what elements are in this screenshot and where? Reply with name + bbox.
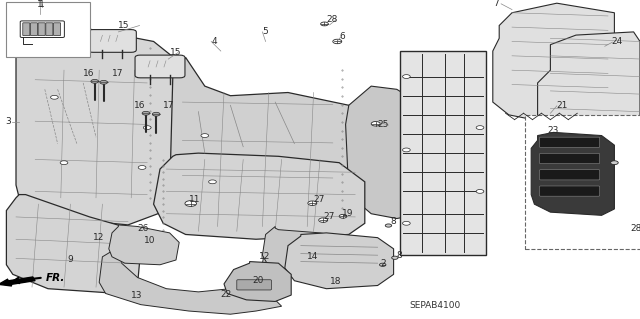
Text: FR.: FR. xyxy=(45,273,65,283)
Text: 16: 16 xyxy=(83,69,95,78)
Circle shape xyxy=(333,39,342,44)
Text: SEPAB4100: SEPAB4100 xyxy=(410,301,461,310)
Circle shape xyxy=(403,148,410,152)
Circle shape xyxy=(476,126,484,130)
Text: 28: 28 xyxy=(326,15,338,24)
FancyBboxPatch shape xyxy=(38,23,45,36)
FancyBboxPatch shape xyxy=(540,137,600,147)
Text: 18: 18 xyxy=(330,277,341,286)
Text: 8: 8 xyxy=(397,251,403,260)
Text: 8: 8 xyxy=(390,217,396,226)
Circle shape xyxy=(138,166,146,169)
Circle shape xyxy=(51,95,58,99)
Circle shape xyxy=(371,122,380,126)
Text: 5: 5 xyxy=(262,27,268,36)
Text: 3: 3 xyxy=(5,117,11,126)
Polygon shape xyxy=(262,226,365,276)
Text: 27: 27 xyxy=(314,195,325,204)
Text: 25: 25 xyxy=(378,120,389,129)
Text: 13: 13 xyxy=(131,291,143,300)
Text: 12: 12 xyxy=(259,252,271,261)
Circle shape xyxy=(143,126,151,130)
Circle shape xyxy=(403,75,410,78)
Circle shape xyxy=(201,134,209,137)
Text: 14: 14 xyxy=(307,252,319,261)
Text: 20: 20 xyxy=(253,276,264,285)
Text: 17: 17 xyxy=(112,69,124,78)
Text: 10: 10 xyxy=(144,236,156,245)
Polygon shape xyxy=(154,153,365,239)
Circle shape xyxy=(308,201,317,205)
Circle shape xyxy=(100,80,108,84)
Circle shape xyxy=(403,221,410,225)
Circle shape xyxy=(91,79,99,83)
Polygon shape xyxy=(6,195,141,293)
Text: 21: 21 xyxy=(557,101,568,110)
Polygon shape xyxy=(16,22,186,225)
Text: 1: 1 xyxy=(37,0,42,9)
Circle shape xyxy=(339,214,347,218)
Text: 26: 26 xyxy=(138,224,149,233)
Polygon shape xyxy=(224,262,291,301)
Text: 6: 6 xyxy=(339,32,345,41)
FancyBboxPatch shape xyxy=(540,186,600,196)
FancyBboxPatch shape xyxy=(525,115,640,249)
FancyBboxPatch shape xyxy=(54,23,61,36)
Polygon shape xyxy=(346,86,422,219)
Circle shape xyxy=(380,263,386,266)
Circle shape xyxy=(611,161,618,165)
FancyBboxPatch shape xyxy=(88,30,136,52)
Text: 27: 27 xyxy=(323,212,335,221)
Text: 1: 1 xyxy=(39,0,44,9)
Text: 28: 28 xyxy=(630,224,640,233)
Polygon shape xyxy=(170,57,365,238)
Text: 9: 9 xyxy=(67,256,73,264)
Circle shape xyxy=(321,22,328,26)
FancyBboxPatch shape xyxy=(23,23,30,36)
Text: 4: 4 xyxy=(211,37,217,46)
Polygon shape xyxy=(262,239,342,279)
FancyBboxPatch shape xyxy=(135,55,185,78)
Circle shape xyxy=(385,224,392,227)
Text: 2: 2 xyxy=(381,259,387,268)
Text: 22: 22 xyxy=(221,290,232,299)
FancyBboxPatch shape xyxy=(6,2,90,57)
Text: 15: 15 xyxy=(170,48,181,57)
Text: 24: 24 xyxy=(611,37,623,46)
Polygon shape xyxy=(538,32,640,153)
Text: 15: 15 xyxy=(118,21,130,30)
Polygon shape xyxy=(99,247,282,314)
Text: 23: 23 xyxy=(547,126,559,135)
Circle shape xyxy=(152,112,160,116)
Text: 16: 16 xyxy=(134,101,146,110)
Polygon shape xyxy=(531,132,614,215)
Polygon shape xyxy=(400,51,486,255)
Circle shape xyxy=(142,111,150,115)
FancyArrow shape xyxy=(0,277,35,286)
Polygon shape xyxy=(285,233,394,289)
Text: 11: 11 xyxy=(189,195,200,204)
Text: 17: 17 xyxy=(163,101,175,110)
FancyBboxPatch shape xyxy=(540,153,600,164)
FancyBboxPatch shape xyxy=(31,23,38,36)
Text: 19: 19 xyxy=(342,209,354,218)
Circle shape xyxy=(60,161,68,165)
FancyBboxPatch shape xyxy=(540,170,600,180)
Text: 7: 7 xyxy=(493,0,499,8)
Circle shape xyxy=(392,256,398,259)
Circle shape xyxy=(319,218,328,222)
FancyBboxPatch shape xyxy=(46,23,53,36)
Circle shape xyxy=(209,180,216,184)
Polygon shape xyxy=(493,3,614,124)
FancyBboxPatch shape xyxy=(237,280,271,290)
Polygon shape xyxy=(109,225,179,265)
Circle shape xyxy=(185,201,196,206)
Circle shape xyxy=(476,189,484,193)
Text: 12: 12 xyxy=(93,233,104,242)
